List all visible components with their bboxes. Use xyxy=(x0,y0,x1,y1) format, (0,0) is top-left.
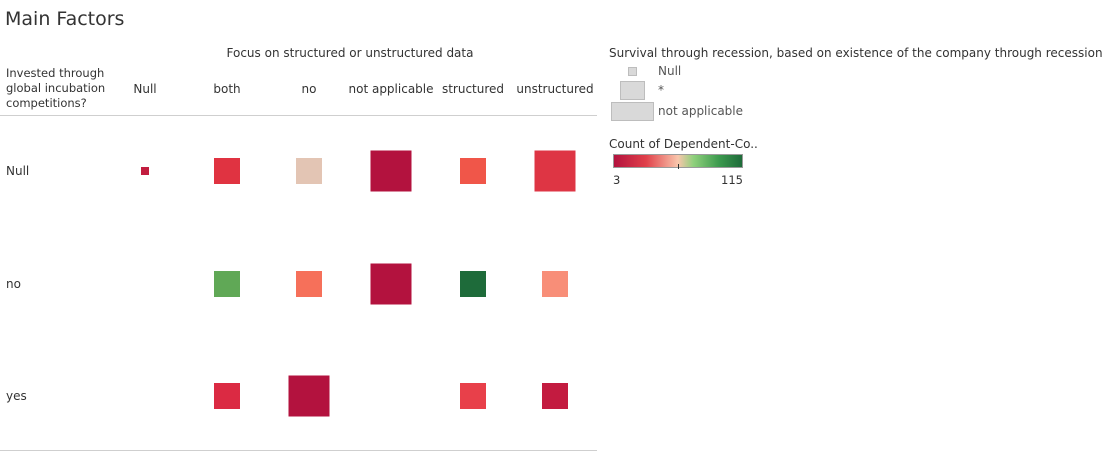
heatmap-cell-null-both[interactable] xyxy=(214,158,240,184)
size-legend-title: Survival through recession, based on exi… xyxy=(609,46,1105,60)
column-header-both: both xyxy=(213,82,241,96)
heatmap-cell-no-no[interactable] xyxy=(296,271,322,297)
row-axis-title: Invested through global incubation compe… xyxy=(6,66,106,110)
heatmap-cell-yes-unstructured[interactable] xyxy=(542,383,568,409)
heatmap-cell-no-both[interactable] xyxy=(214,271,240,297)
column-header-not-applicable: not applicable xyxy=(348,82,434,96)
heatmap-cell-null-structured[interactable] xyxy=(460,158,486,184)
heatmap-cell-null-null[interactable] xyxy=(141,167,149,175)
bottom-divider xyxy=(0,450,597,451)
heatmap-cell-null-unstructured[interactable] xyxy=(534,150,576,192)
heatmap-grid xyxy=(141,150,576,417)
column-header-null: Null xyxy=(133,82,157,96)
size-legend-label-not-applicable: not applicable xyxy=(658,104,744,118)
row-header-yes: yes xyxy=(6,389,27,403)
color-legend-min-label: 3 xyxy=(613,173,621,187)
heatmap-cell-no-structured[interactable] xyxy=(460,271,486,297)
size-legend-swatch-null xyxy=(628,67,637,76)
color-legend-max-label: 115 xyxy=(721,173,743,187)
color-legend-tick xyxy=(678,164,679,169)
header-divider xyxy=(0,115,597,116)
heatmap-cell-yes-both[interactable] xyxy=(214,383,240,409)
size-legend-swatch-not-applicable xyxy=(611,102,654,121)
heatmap-cell-no-not-applicable[interactable] xyxy=(370,263,412,305)
heatmap-cell-yes-no[interactable] xyxy=(288,375,330,417)
size-legend-label-null: Null xyxy=(658,64,682,78)
heatmap-cell-null-not-applicable[interactable] xyxy=(370,150,412,192)
column-header-unstructured: unstructured xyxy=(516,82,594,96)
column-header-no: no xyxy=(301,82,317,96)
size-legend-label-star: * xyxy=(658,83,664,97)
column-axis-title: Focus on structured or unstructured data xyxy=(226,46,474,60)
heatmap-cell-null-no[interactable] xyxy=(296,158,322,184)
heatmap-cell-no-unstructured[interactable] xyxy=(542,271,568,297)
size-legend-swatch-star xyxy=(620,81,645,100)
column-header-structured: structured xyxy=(441,82,505,96)
color-legend-title: Count of Dependent-Co.. xyxy=(609,137,758,151)
chart-title: Main Factors xyxy=(5,8,125,30)
row-header-null: Null xyxy=(6,164,30,178)
heatmap-cell-yes-structured[interactable] xyxy=(460,383,486,409)
row-header-no: no xyxy=(6,277,21,291)
